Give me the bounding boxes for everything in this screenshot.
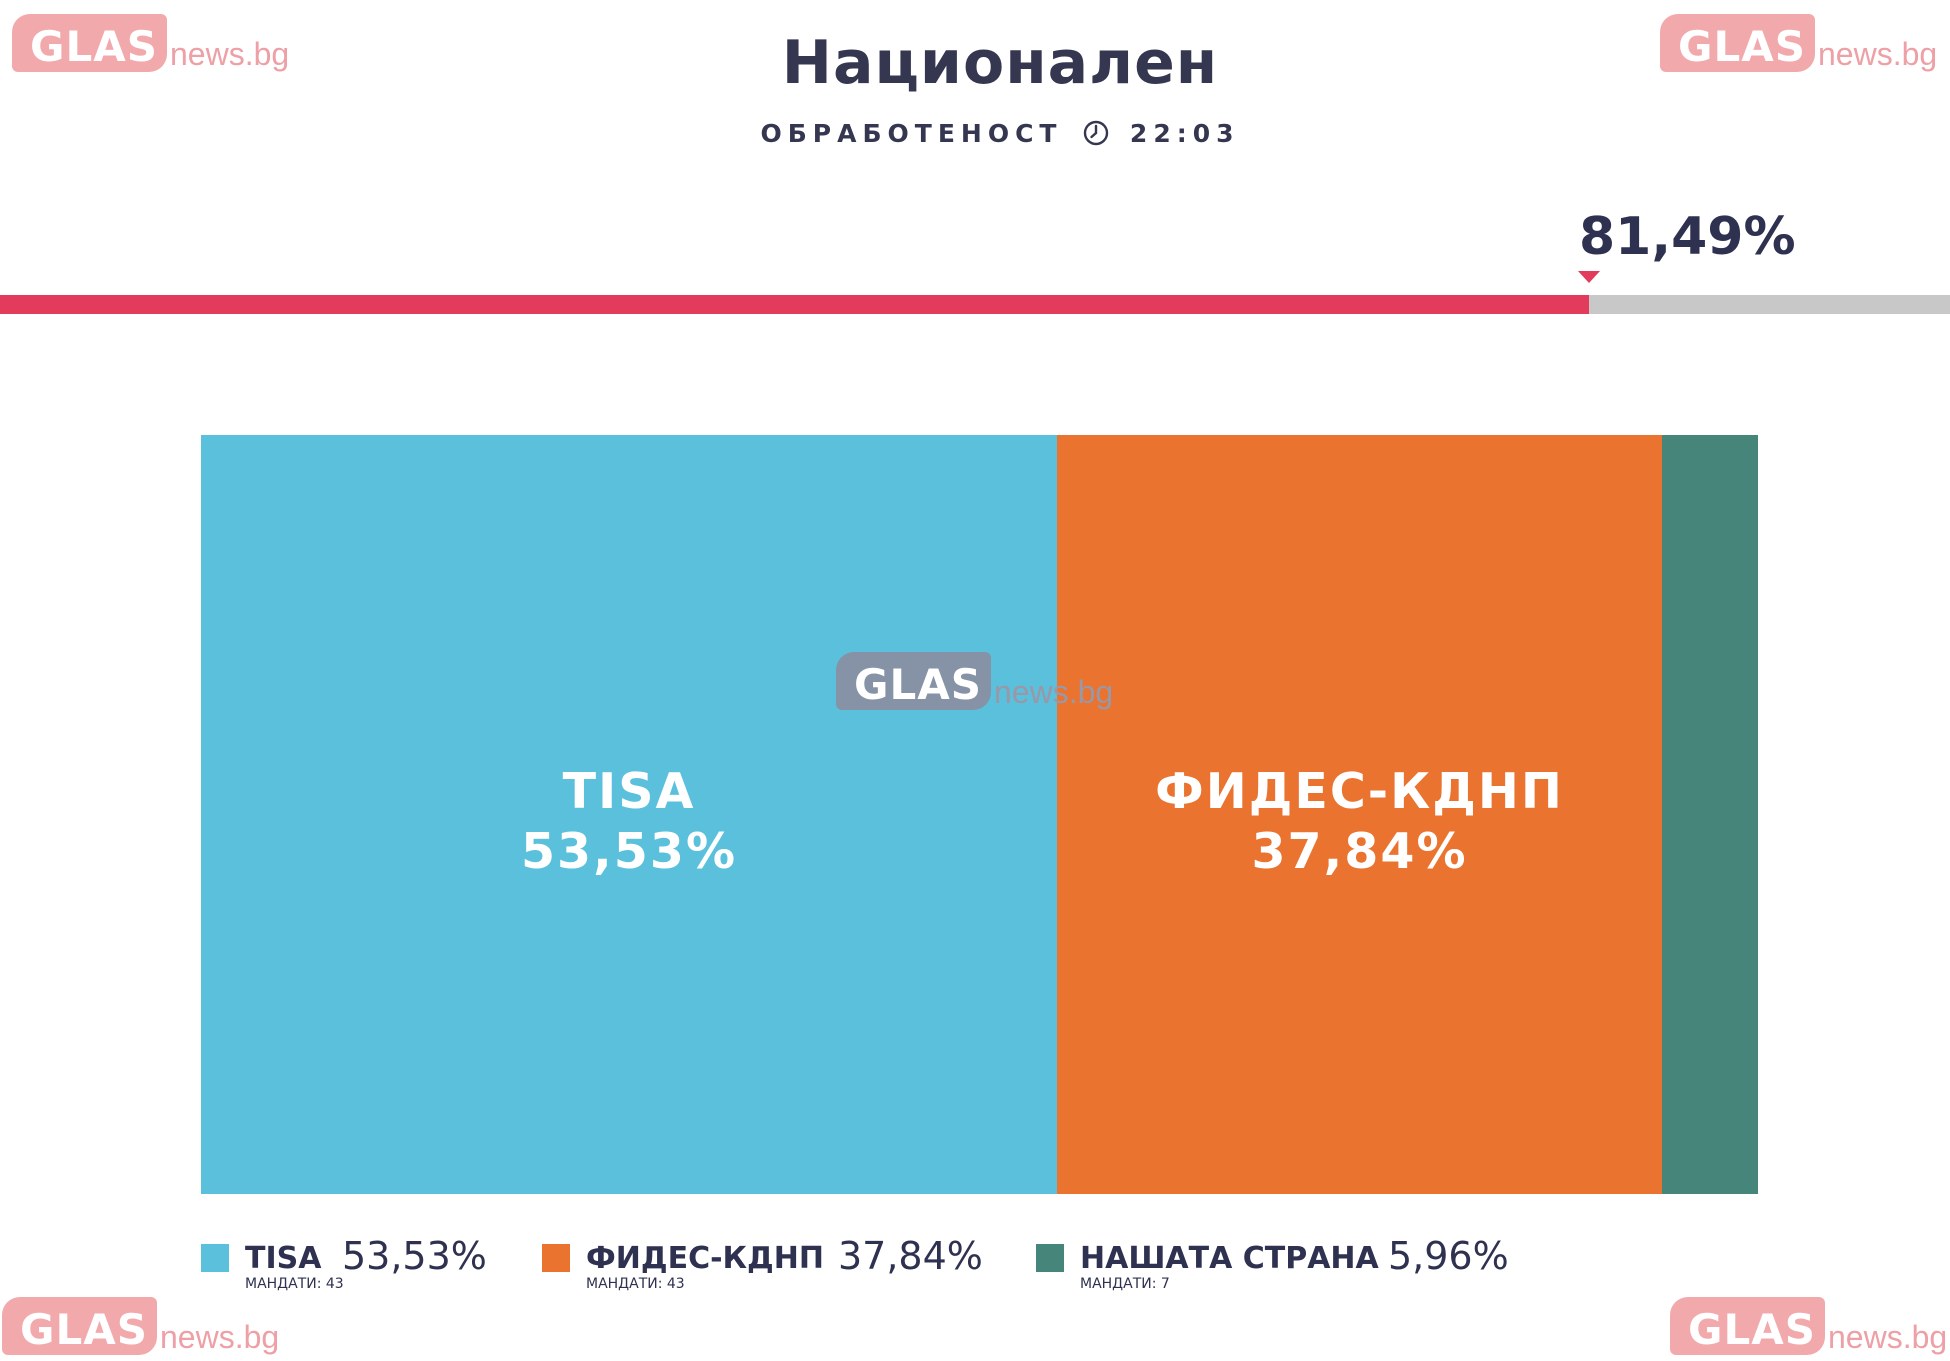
logo-domain-text: news.bg [1818, 36, 1938, 72]
segment-name: TISA [562, 763, 696, 820]
segment-value: 37,84% [1251, 823, 1468, 880]
clock-icon [1083, 120, 1109, 152]
bar-segment: TISA 53,53% [201, 435, 1057, 1194]
legend-percentage: 37,84% [838, 1234, 983, 1278]
processed-subtitle: ОБРАБОТЕНОСТ 22:03 [0, 119, 1950, 152]
logo-brand-text: GLAS [1688, 1305, 1816, 1354]
processed-label: ОБРАБОТЕНОСТ [760, 119, 1063, 148]
logo-domain-text: news.bg [994, 674, 1114, 710]
logo-domain-text: news.bg [1828, 1319, 1948, 1355]
logo-center-watermark: GLAS news.bg [836, 652, 1126, 716]
logo-brand-text: GLAS [1678, 22, 1806, 71]
legend-swatch [1036, 1244, 1064, 1272]
legend-seats: МАНДАТИ: 43 [586, 1276, 685, 1292]
legend-party-name: ФИДЕС-КДНП [586, 1241, 824, 1276]
legend-party-name: TISA [245, 1241, 322, 1276]
logo-top-left: GLAS news.bg [12, 14, 302, 78]
processed-progress-fill [0, 295, 1589, 314]
legend-swatch [542, 1244, 570, 1272]
page-title: Национален [781, 28, 1219, 98]
stacked-results-bar: TISA 53,53% ФИДЕС-КДНП 37,84% [201, 435, 1758, 1194]
segment-label: ФИДЕС-КДНП 37,84% [1057, 762, 1662, 882]
processed-progress-track [0, 295, 1950, 314]
logo-brand-text: GLAS [854, 660, 982, 709]
segment-name: ФИДЕС-КДНП [1155, 763, 1564, 820]
logo-domain-text: news.bg [160, 1319, 280, 1355]
legend-seats: МАНДАТИ: 7 [1080, 1276, 1170, 1292]
logo-badge [12, 14, 167, 72]
logo-badge [2, 1297, 157, 1355]
logo-badge [836, 652, 991, 710]
logo-domain-text: news.bg [170, 36, 290, 72]
legend-seats: МАНДАТИ: 43 [245, 1276, 344, 1292]
logo-brand-text: GLAS [20, 1305, 148, 1354]
logo-bottom-right: GLAS news.bg [1670, 1297, 1950, 1361]
logo-brand-text: GLAS [30, 22, 158, 71]
legend-percentage: 5,96% [1388, 1234, 1509, 1278]
progress-marker-icon [1578, 271, 1600, 283]
logo-badge [1660, 14, 1815, 72]
legend-percentage: 53,53% [342, 1234, 487, 1278]
logo-top-right: GLAS news.bg [1660, 14, 1950, 78]
bar-segment [1662, 435, 1758, 1194]
segment-value: 53,53% [520, 823, 738, 880]
logo-bottom-left: GLAS news.bg [2, 1297, 292, 1361]
processed-percentage: 81,49% [1579, 207, 1796, 267]
bar-segment: ФИДЕС-КДНП 37,84% [1057, 435, 1662, 1194]
segment-label: TISA 53,53% [201, 762, 1057, 882]
logo-badge [1670, 1297, 1825, 1355]
legend-swatch [201, 1244, 229, 1272]
processed-time: 22:03 [1129, 119, 1240, 148]
legend-party-name: НАШАТА СТРАНА [1080, 1241, 1379, 1276]
